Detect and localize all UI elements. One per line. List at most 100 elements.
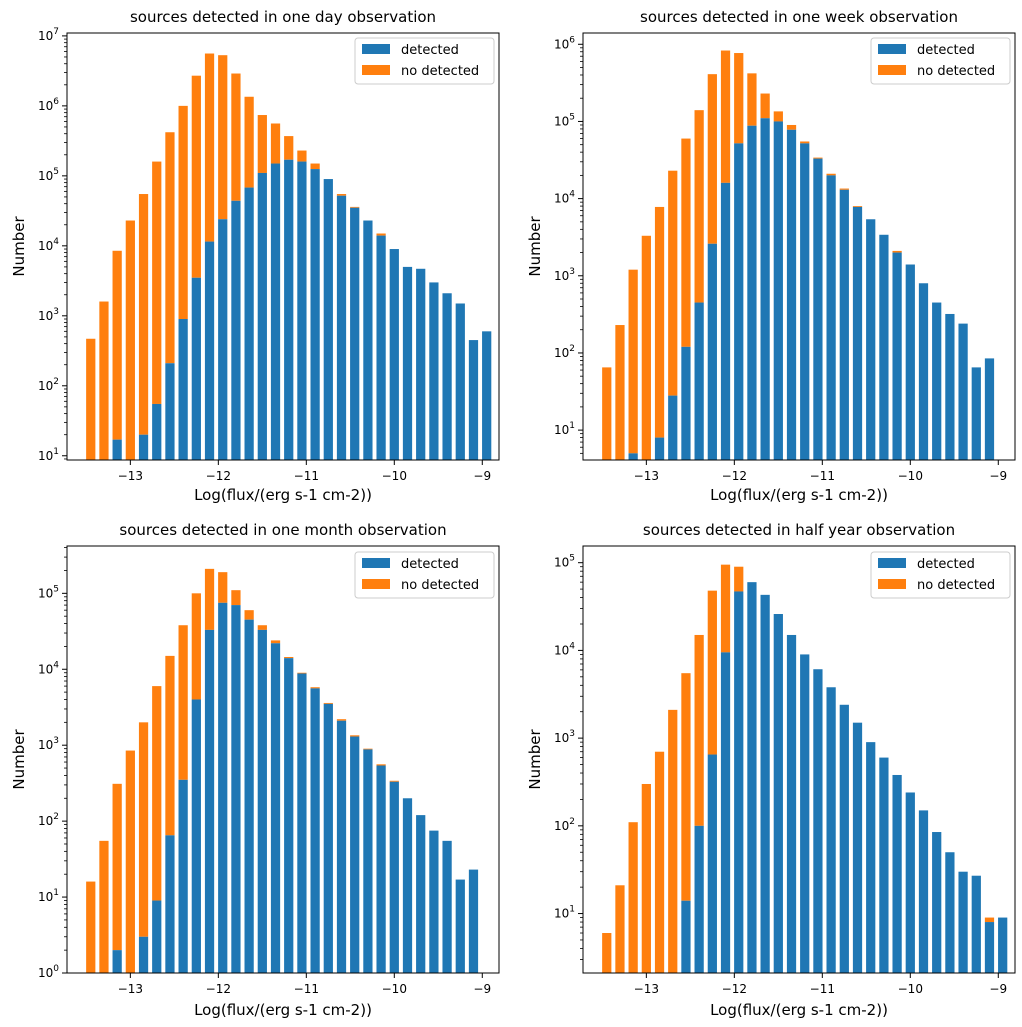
bar-no-detected — [707, 74, 717, 244]
y-tick-label: 105 — [554, 554, 575, 570]
bar-no-detected — [376, 764, 386, 766]
legend-swatch-detected — [878, 558, 906, 568]
bar-no-detected — [191, 75, 201, 278]
bar-no-detected — [218, 55, 228, 220]
bar-detected — [813, 669, 823, 973]
bar-detected — [720, 652, 731, 973]
bar-detected — [734, 591, 744, 973]
ticks: −13 −12 −11 −10 −9 101 102 103 104 105 106 — [554, 35, 1007, 483]
x-axis-label: Log(flux/(erg s-1 cm-2)) — [194, 1001, 372, 1019]
x-tick-label: −12 — [206, 469, 231, 483]
bar-no-detected — [720, 564, 731, 653]
y-tick-label: 102 — [38, 812, 59, 828]
bar-detected — [138, 434, 149, 460]
bar-no-detected — [231, 73, 241, 201]
bar-no-detected — [800, 141, 810, 144]
bars — [602, 50, 995, 461]
plot-frame — [66, 545, 500, 974]
x-tick-label: −12 — [722, 982, 747, 996]
x-tick-label: −12 — [206, 982, 231, 996]
y-tick-label: 107 — [38, 27, 59, 43]
y-tick-label: 103 — [38, 307, 59, 323]
y-axis-label: Number — [10, 729, 28, 790]
y-tick-label: 106 — [554, 35, 575, 51]
legend-label-no-detected: no detected — [917, 64, 995, 79]
x-tick-label: −9 — [473, 982, 491, 996]
bar-no-detected — [668, 709, 678, 973]
bar-no-detected — [178, 625, 188, 780]
bar-detected — [350, 736, 360, 973]
bar-no-detected — [615, 325, 625, 460]
bar-detected — [786, 634, 797, 973]
bar-no-detected — [654, 206, 665, 438]
plot-frame — [66, 32, 500, 461]
bar-no-detected — [297, 672, 307, 674]
bar-detected — [998, 917, 1008, 973]
bar-detected — [165, 835, 175, 973]
bar-detected — [826, 687, 836, 973]
legend-swatch-no-detected — [362, 65, 390, 75]
bar-no-detected — [720, 50, 731, 183]
x-tick-label: −11 — [294, 469, 319, 483]
bar-detected — [747, 125, 757, 461]
bar-detected — [932, 832, 942, 973]
legend-label-no-detected: no detected — [917, 578, 995, 593]
bar-detected — [800, 143, 810, 461]
panel-title: sources detected in one day observation — [130, 8, 436, 26]
y-tick-label: 104 — [554, 190, 575, 206]
y-axis-label: Number — [526, 216, 544, 277]
bar-detected — [218, 219, 228, 460]
bar-no-detected — [747, 73, 757, 126]
bar-no-detected — [734, 53, 744, 144]
bar-no-detected — [152, 161, 162, 404]
bar-detected — [191, 699, 201, 973]
bar-detected — [932, 302, 942, 460]
bar-detected — [866, 742, 876, 973]
bar-detected — [681, 900, 691, 973]
x-tick-label: −10 — [382, 469, 407, 483]
y-tick-label: 105 — [38, 584, 59, 600]
plot-frame — [582, 32, 1016, 461]
bar-detected — [984, 922, 995, 973]
bar-detected — [257, 629, 267, 973]
bar-detected — [376, 765, 386, 973]
x-axis-label: Log(flux/(erg s-1 cm-2)) — [194, 486, 372, 504]
bar-no-detected — [641, 235, 651, 460]
bar-no-detected — [786, 124, 797, 130]
y-axis-label: Number — [10, 216, 28, 277]
y-tick-label: 103 — [38, 736, 59, 752]
bar-detected — [297, 673, 307, 973]
bar-detected — [773, 121, 783, 460]
bar-no-detected — [218, 572, 228, 603]
bar-no-detected — [191, 593, 201, 700]
bar-no-detected — [165, 655, 175, 836]
bar-detected — [336, 195, 347, 460]
bar-detected — [852, 722, 863, 973]
panel-title: sources detected in half year observatio… — [643, 521, 955, 539]
bar-no-detected — [270, 640, 281, 644]
bar-no-detected — [244, 96, 254, 188]
bar-detected — [813, 158, 823, 460]
legend-swatch-detected — [878, 44, 906, 54]
bar-detected — [971, 875, 981, 973]
bar-detected — [231, 200, 241, 460]
bar-no-detected — [602, 933, 612, 973]
bar-detected — [376, 235, 386, 460]
x-tick-label: −11 — [294, 982, 319, 996]
bar-no-detected — [734, 566, 744, 592]
bar-detected — [152, 900, 162, 973]
bar-no-detected — [257, 115, 267, 173]
bar-detected — [468, 340, 479, 460]
x-tick-label: −13 — [118, 469, 143, 483]
bar-no-detected — [852, 206, 863, 207]
bar-no-detected — [138, 722, 149, 937]
bar-no-detected — [165, 132, 175, 364]
bar-no-detected — [363, 748, 373, 750]
bar-detected — [152, 403, 162, 460]
legend-swatch-detected — [362, 44, 390, 54]
bar-detected — [786, 129, 797, 460]
bar-no-detected — [323, 702, 333, 704]
bar-detected — [668, 395, 678, 460]
legend-label-no-detected: no detected — [401, 578, 479, 593]
